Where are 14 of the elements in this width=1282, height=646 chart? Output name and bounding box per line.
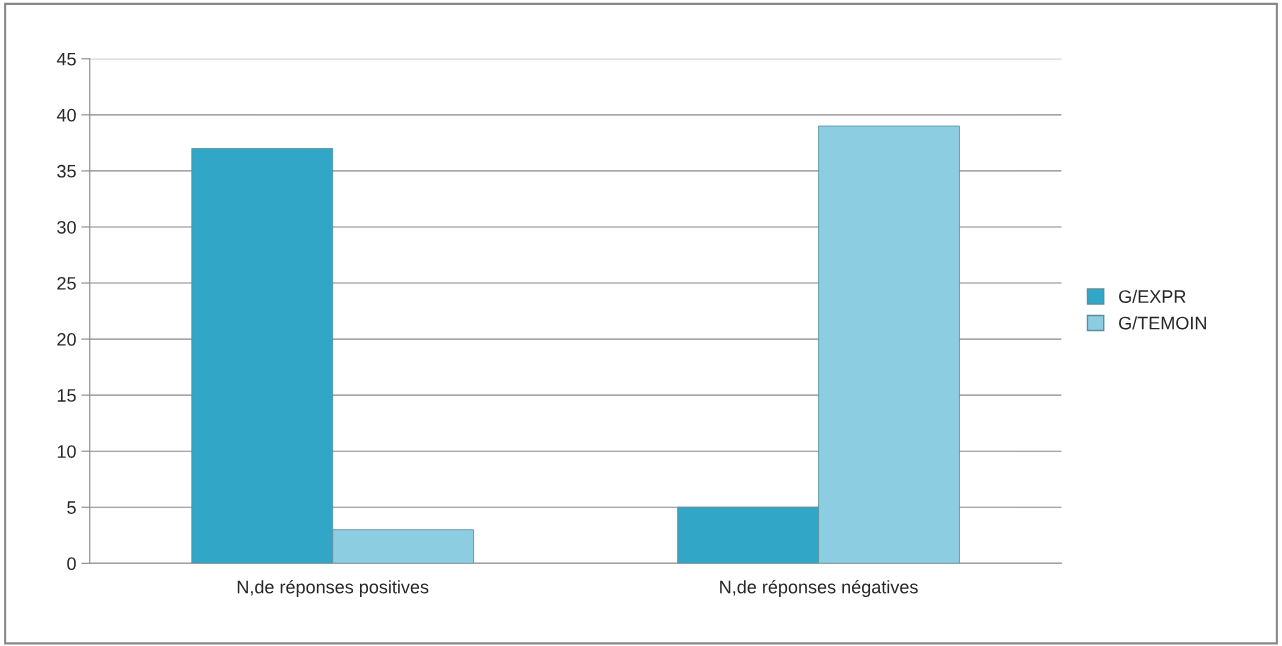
y-tick-label: 25: [57, 276, 76, 290]
legend-label: G/TEMOIN: [1119, 316, 1206, 330]
legend-label: G/EXPR: [1119, 289, 1186, 303]
y-tick-label: 20: [57, 333, 76, 346]
y-tick-label: 0: [67, 557, 76, 571]
y-tick-label: 35: [57, 164, 76, 178]
y-tick-label: 10: [57, 445, 76, 458]
x-tick-label: N,de réponses négatives: [720, 579, 918, 598]
x-tick-label: N,de réponses positives: [237, 579, 429, 598]
y-tick-label: 30: [57, 220, 76, 234]
y-tick-label: 40: [56, 108, 76, 122]
y-tick-label: 15: [57, 389, 76, 402]
y-tick-label: 5: [67, 501, 76, 514]
y-tick-label: 45: [56, 52, 76, 66]
